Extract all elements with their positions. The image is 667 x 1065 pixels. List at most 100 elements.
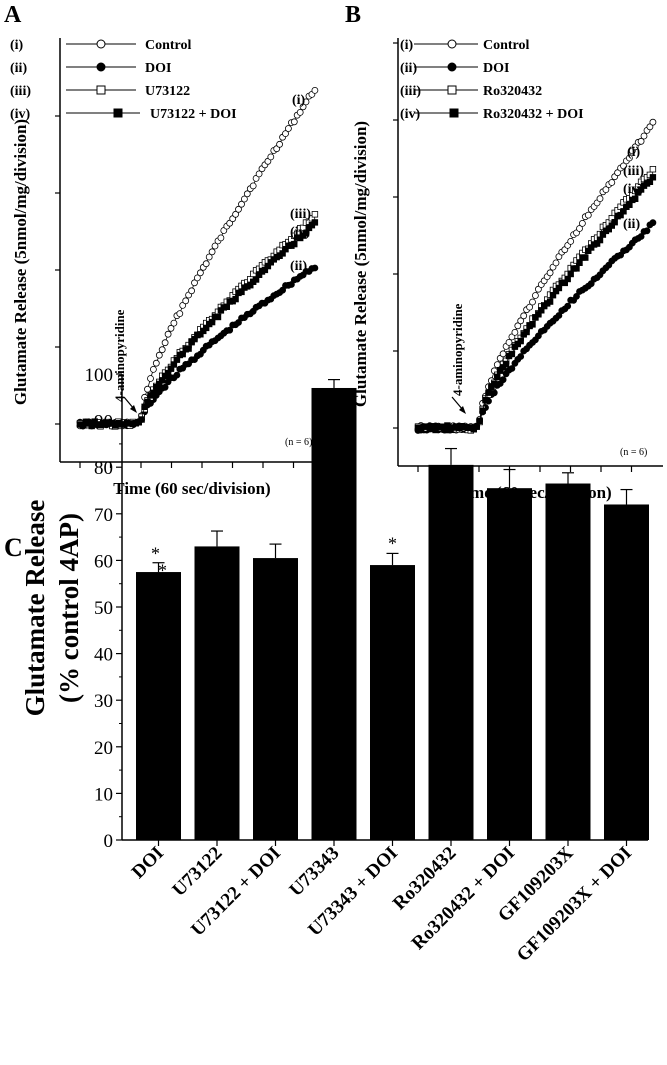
filled-circle-marker-icon xyxy=(96,62,106,72)
legend-num: (ii) xyxy=(400,61,417,76)
open-circle-marker-icon xyxy=(96,39,106,49)
data-point xyxy=(526,303,533,311)
data-point xyxy=(311,264,319,272)
panel-a: A Glutamate Release (5nmol/mg/division) … xyxy=(4,2,333,498)
panel-a-legend: (i) Control (ii) DOI (iii) U73122 (iv) U… xyxy=(10,38,237,122)
panel-c-letter: C xyxy=(4,533,23,562)
arrow-icon xyxy=(459,406,466,414)
data-point xyxy=(238,200,245,208)
data-point xyxy=(217,234,225,242)
data-point xyxy=(290,118,298,126)
data-point xyxy=(611,218,618,226)
data-point xyxy=(267,153,275,161)
data-point xyxy=(576,225,583,232)
data-point xyxy=(291,240,298,248)
data-point xyxy=(552,259,560,267)
data-point xyxy=(170,319,178,327)
bar xyxy=(370,565,415,840)
data-point xyxy=(637,137,645,145)
data-point xyxy=(614,169,621,177)
data-point xyxy=(243,190,251,198)
data-point xyxy=(499,350,507,358)
legend-num: (iii) xyxy=(10,84,31,99)
y-tick-label: 30 xyxy=(94,691,113,712)
data-point xyxy=(150,389,157,396)
data-point xyxy=(311,219,319,226)
y-tick-label: 60 xyxy=(94,551,113,572)
curve-label-i: (i) xyxy=(292,93,306,108)
legend-label: Control xyxy=(483,38,530,53)
data-point xyxy=(499,376,507,384)
data-point xyxy=(555,312,563,319)
data-point xyxy=(517,337,524,345)
data-point xyxy=(138,416,145,423)
data-point xyxy=(214,313,222,321)
data-point xyxy=(196,269,204,277)
data-point xyxy=(514,322,522,330)
bar xyxy=(545,483,591,840)
data-point xyxy=(632,195,639,202)
legend-num: (i) xyxy=(400,38,414,53)
data-point xyxy=(576,259,583,266)
significance-mark: * xyxy=(151,544,160,564)
legend-num: (iv) xyxy=(400,107,421,122)
data-point xyxy=(567,270,574,278)
data-point xyxy=(284,125,292,132)
data-point xyxy=(502,360,510,368)
panel-a-y-ticks xyxy=(55,115,60,425)
data-point xyxy=(523,328,530,336)
filled-circle-marker-icon xyxy=(447,62,457,72)
panel-b: B Glutamate Release (5nmol/mg/division) … xyxy=(345,2,663,502)
panel-b-annotation: 4-aminopyridine xyxy=(450,303,465,396)
panel-a-letter: A xyxy=(4,2,22,28)
curve-label-iv: (iv) xyxy=(290,225,311,240)
panel-a-n: (n = 6) xyxy=(285,437,312,448)
panel-a-x-label: Time (60 sec/division) xyxy=(113,479,270,498)
data-point xyxy=(296,109,304,116)
data-point xyxy=(546,298,554,305)
data-point xyxy=(235,205,242,213)
panel-b-n: (n = 6) xyxy=(620,447,647,458)
bar xyxy=(428,464,474,840)
panel-c-y-label-line1: Glutamate Release xyxy=(20,500,50,717)
data-point xyxy=(208,248,216,256)
filled-square-marker-icon xyxy=(113,108,123,118)
data-point xyxy=(649,118,657,126)
data-point xyxy=(602,186,610,194)
data-point xyxy=(202,260,210,268)
data-point xyxy=(573,265,580,272)
data-point xyxy=(649,219,657,227)
panel-c-bars: *** xyxy=(136,378,649,840)
legend-num: (iv) xyxy=(10,107,31,122)
data-point xyxy=(255,170,263,178)
significance-mark: * xyxy=(388,533,397,553)
y-tick-label: 0 xyxy=(104,831,114,852)
data-point xyxy=(311,87,319,94)
data-point xyxy=(188,287,196,295)
data-point xyxy=(567,237,575,245)
panel-b-letter: B xyxy=(345,2,361,28)
data-point xyxy=(573,292,580,300)
x-tick-label: Ro320432 + DOI xyxy=(408,843,519,954)
x-tick-label: U73122 xyxy=(168,843,226,901)
data-point xyxy=(211,242,219,250)
legend-num: (i) xyxy=(10,38,24,53)
panel-a-y-label: Glutamate Release (5nmol/mg/division) xyxy=(11,119,30,405)
data-point xyxy=(649,165,657,173)
data-point xyxy=(282,130,289,138)
curve-label-iv: (iv) xyxy=(623,182,644,197)
curve-label-ii: (ii) xyxy=(290,259,307,274)
panel-b-series xyxy=(414,118,657,434)
data-point xyxy=(608,179,616,186)
data-point xyxy=(155,351,163,359)
data-point xyxy=(643,227,651,235)
data-point xyxy=(173,371,181,379)
data-point xyxy=(584,211,592,219)
data-point xyxy=(249,182,257,190)
data-point xyxy=(505,338,513,346)
x-tick-label: DOI xyxy=(128,843,168,883)
data-point xyxy=(276,140,284,148)
data-point xyxy=(546,269,554,277)
legend-label: Ro320432 xyxy=(483,84,542,99)
data-point xyxy=(232,295,239,303)
